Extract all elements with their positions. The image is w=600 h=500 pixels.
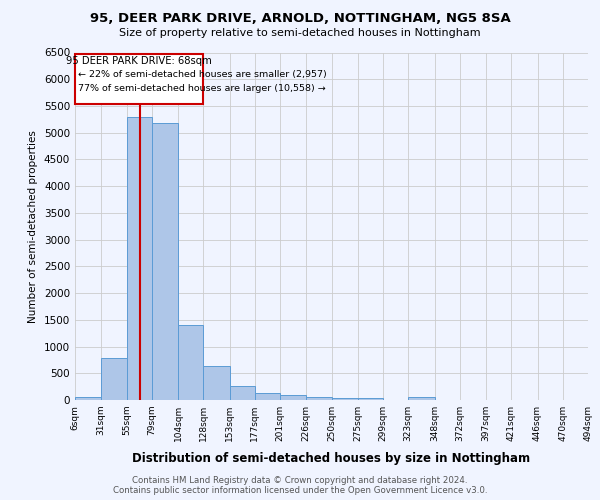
Bar [230, 386, 255, 400]
Bar [255, 392, 280, 400]
Text: Contains HM Land Registry data © Crown copyright and database right 2024.: Contains HM Land Registry data © Crown c… [132, 476, 468, 485]
Bar [127, 116, 152, 400]
Text: 95, DEER PARK DRIVE, ARNOLD, NOTTINGHAM, NG5 8SA: 95, DEER PARK DRIVE, ARNOLD, NOTTINGHAM,… [89, 12, 511, 26]
Y-axis label: Number of semi-detached properties: Number of semi-detached properties [28, 130, 38, 322]
Bar [178, 325, 203, 400]
FancyBboxPatch shape [75, 54, 203, 104]
Bar [203, 366, 230, 400]
Bar [331, 398, 358, 400]
Text: 77% of semi-detached houses are larger (10,558) →: 77% of semi-detached houses are larger (… [78, 84, 326, 94]
Bar [306, 396, 331, 400]
Bar [408, 397, 434, 400]
Bar [280, 395, 306, 400]
X-axis label: Distribution of semi-detached houses by size in Nottingham: Distribution of semi-detached houses by … [133, 452, 530, 466]
Text: Contains public sector information licensed under the Open Government Licence v3: Contains public sector information licen… [113, 486, 487, 495]
Bar [101, 358, 127, 400]
Text: Size of property relative to semi-detached houses in Nottingham: Size of property relative to semi-detach… [119, 28, 481, 38]
Bar [75, 397, 101, 400]
Bar [358, 398, 383, 400]
Bar [152, 123, 178, 400]
Text: ← 22% of semi-detached houses are smaller (2,957): ← 22% of semi-detached houses are smalle… [78, 70, 327, 79]
Text: 95 DEER PARK DRIVE: 68sqm: 95 DEER PARK DRIVE: 68sqm [66, 56, 212, 66]
